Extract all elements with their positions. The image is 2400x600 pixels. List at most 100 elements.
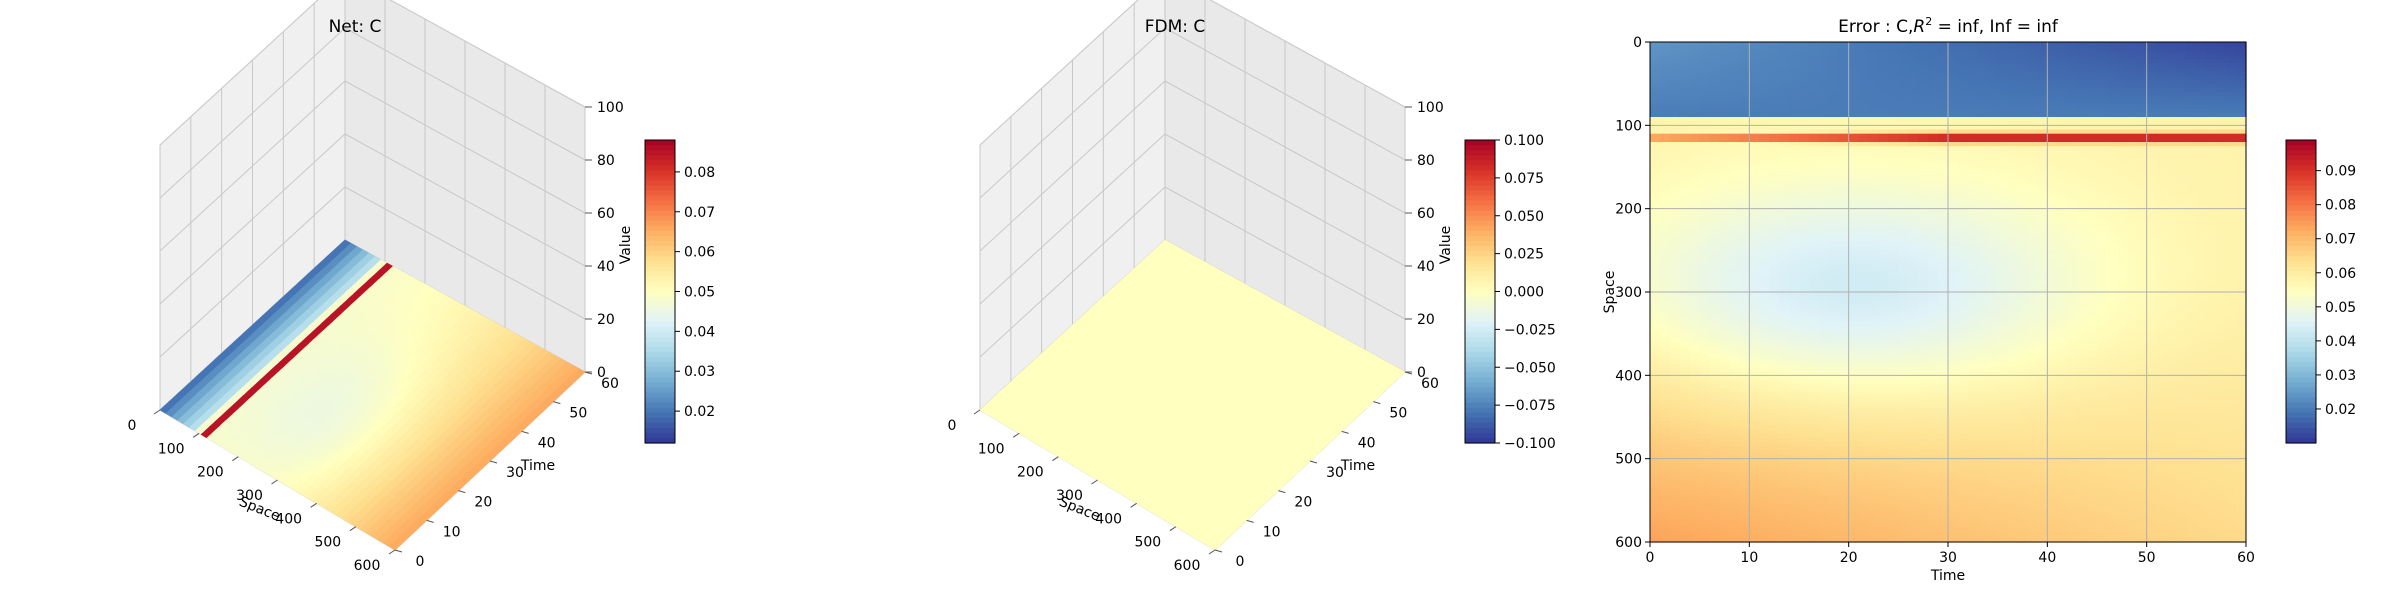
net-colorbar-segment <box>645 336 675 343</box>
error-heatmap-cell <box>1679 512 1691 518</box>
net-colorbar-segment <box>645 392 675 399</box>
error-heatmap-cell <box>1759 129 1770 135</box>
error-heatmap-cell <box>1729 317 1740 322</box>
fdm-y-tick-label: 50 <box>1389 406 1407 422</box>
error-heatmap-cell <box>1709 217 1721 222</box>
error-heatmap-cell <box>1689 433 1701 439</box>
error-heatmap-cell <box>1719 125 1731 131</box>
error-heatmap-cell <box>1719 346 1731 351</box>
error-heatmap-cell <box>1699 175 1711 181</box>
error-heatmap-cell <box>1719 271 1731 276</box>
error-heatmap-cell <box>1679 308 1691 314</box>
error-heatmap-cell <box>1749 83 1760 89</box>
net-y-tick-label: 0 <box>416 554 425 570</box>
net-colorbar-segment <box>645 170 675 176</box>
error-heatmap-cell <box>1709 308 1721 314</box>
error-heatmap-cell <box>1749 96 1760 101</box>
error-heatmap-cell <box>1659 112 1671 118</box>
error-heatmap-cell <box>1679 62 1691 68</box>
error-heatmap-cell <box>1650 504 1661 510</box>
error-heatmap-cell <box>1689 187 1701 193</box>
error-heatmap-cell <box>1729 125 1740 131</box>
error-heatmap-cell <box>1659 225 1671 231</box>
error-heatmap-cell <box>1739 450 1750 456</box>
error-heatmap-cell <box>1729 162 1740 168</box>
net-y-tick-label: 40 <box>538 435 556 451</box>
fdm-title: FDM: C <box>1145 17 1206 37</box>
error-heatmap-cell <box>1729 212 1740 218</box>
error-heatmap-cell <box>1709 321 1721 326</box>
error-heatmap-cell <box>1749 46 1760 51</box>
error-heatmap-cell <box>1650 412 1661 418</box>
error-heatmap-cell <box>1650 67 1661 72</box>
error-heatmap-cell <box>1699 508 1711 514</box>
net-x-tick-mark <box>153 409 161 415</box>
error-heatmap-cell <box>1699 129 1711 135</box>
error-heatmap-cell <box>1679 208 1691 214</box>
error-heatmap-cell <box>1650 533 1661 539</box>
error-heatmap-cell <box>1739 471 1750 476</box>
error-heatmap-cell <box>1709 150 1721 156</box>
error-heatmap-cell <box>1650 467 1661 472</box>
error-heatmap-cell <box>1739 50 1750 56</box>
fdm-colorbar-segment <box>1465 190 1495 197</box>
net-colorbar-segment <box>645 377 675 383</box>
error-heatmap-cell <box>1669 192 1681 197</box>
error-heatmap-cell <box>1759 396 1770 401</box>
error-heatmap-cell <box>1669 104 1681 110</box>
error-heatmap-cell <box>1659 108 1671 114</box>
error-heatmap-cell <box>1650 250 1661 256</box>
error-heatmap-cell <box>1659 362 1671 368</box>
error-heatmap-cell <box>1689 79 1701 85</box>
fdm-x-tick-label: 200 <box>1017 465 1044 481</box>
error-heatmap-cell <box>1719 275 1731 281</box>
error-heatmap-cell <box>1669 375 1681 381</box>
error-heatmap-cell <box>1689 446 1701 451</box>
error-heatmap-cell <box>1659 242 1671 247</box>
error-heatmap-cell <box>1669 433 1681 439</box>
error-heatmap-cell <box>1659 221 1671 226</box>
error-heatmap-cell <box>1650 125 1661 131</box>
error-heatmap-cell <box>1749 458 1760 464</box>
error-heatmap-cell <box>1689 267 1701 272</box>
error-heatmap-cell <box>1699 350 1711 356</box>
error-heatmap-cell <box>1739 387 1750 393</box>
error-heatmap-cell <box>1749 342 1760 347</box>
error-heatmap-cell <box>1689 87 1701 93</box>
error-heatmap-cell <box>1669 533 1681 539</box>
error-heatmap-cell <box>1739 392 1750 397</box>
error-heatmap-cell <box>1769 179 1780 185</box>
error-heatmap-cell <box>1739 246 1750 251</box>
error-heatmap-cell <box>1699 296 1711 301</box>
error-heatmap-cell <box>1719 404 1731 410</box>
error-heatmap-cell <box>1699 200 1711 206</box>
error-heatmap-cell <box>1659 167 1671 172</box>
error-heatmap-cell <box>1759 75 1770 81</box>
error-heatmap-cell <box>1749 300 1760 306</box>
error-heatmap-cell <box>1709 475 1721 481</box>
error-heatmap-cell <box>1699 337 1711 343</box>
error-heatmap-cell <box>1759 537 1770 543</box>
error-heatmap-cell <box>1650 354 1661 360</box>
error-heatmap-cell <box>1709 87 1721 93</box>
error-heatmap-cell <box>1679 237 1691 243</box>
net-colorbar-segment <box>645 271 675 277</box>
error-heatmap-cell <box>1679 104 1691 110</box>
error-heatmap-cell <box>1729 500 1740 506</box>
error-heatmap-cell <box>1659 371 1671 376</box>
error-heatmap-cell <box>1689 467 1701 472</box>
error-heatmap-cell <box>1689 75 1701 81</box>
error-heatmap-cell <box>1719 262 1731 268</box>
error-heatmap-cell <box>1650 450 1661 456</box>
error-heatmap-cell <box>1659 217 1671 222</box>
error-heatmap-cell <box>1739 271 1750 276</box>
error-heatmap-cell <box>1709 350 1721 356</box>
error-heatmap-cell <box>1689 175 1701 181</box>
error-heatmap-cell <box>1759 229 1770 235</box>
error-heatmap-cell <box>1650 275 1661 281</box>
error-heatmap-cell <box>1659 287 1671 293</box>
error-heatmap-cell <box>1669 262 1681 268</box>
error-heatmap-cell <box>1719 321 1731 326</box>
error-heatmap-cell <box>1739 58 1750 64</box>
error-heatmap-cell <box>1679 204 1691 210</box>
